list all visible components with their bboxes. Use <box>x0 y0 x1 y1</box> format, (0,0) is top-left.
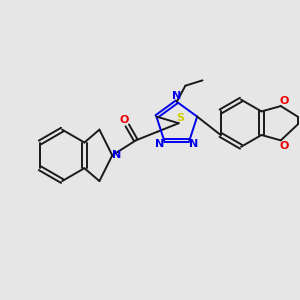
Text: N: N <box>172 92 182 101</box>
Text: S: S <box>176 113 184 123</box>
Text: N: N <box>189 139 198 149</box>
Text: N: N <box>155 139 164 149</box>
Text: O: O <box>119 115 129 125</box>
Text: O: O <box>279 141 289 151</box>
Text: O: O <box>279 96 289 106</box>
Text: N: N <box>112 150 121 161</box>
